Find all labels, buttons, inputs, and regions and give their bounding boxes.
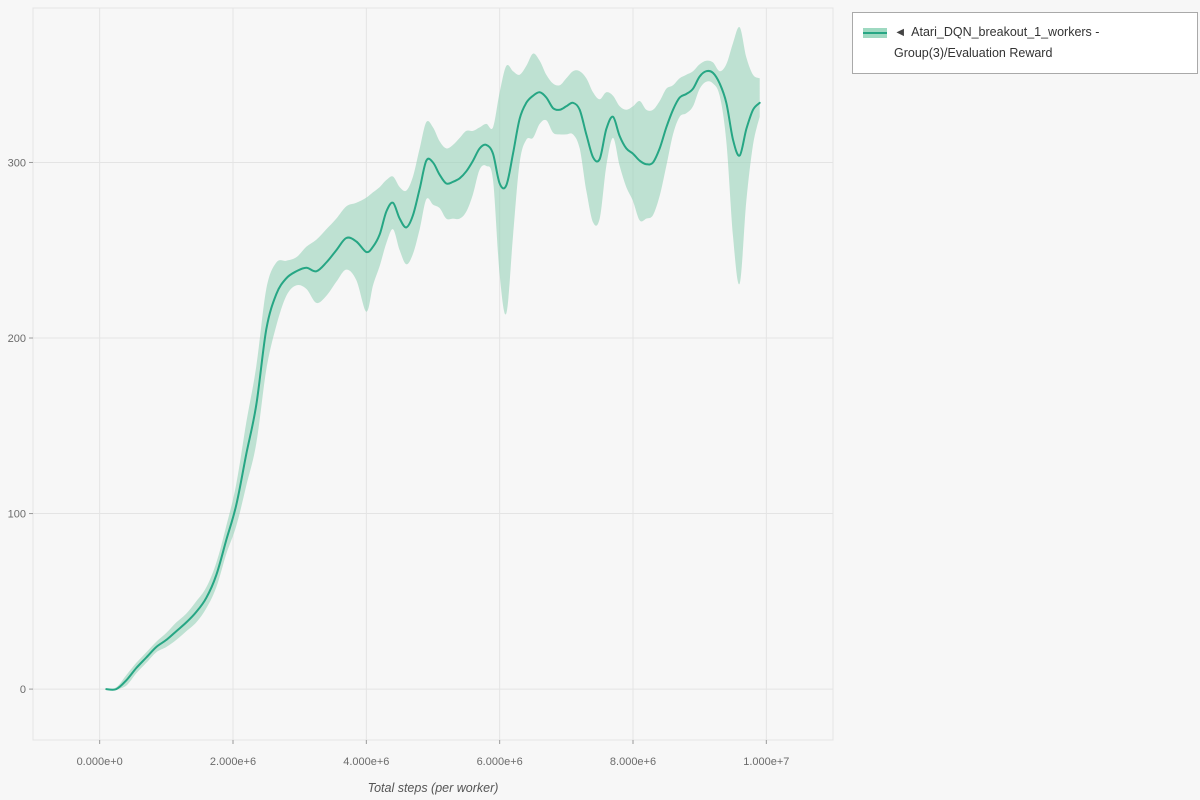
- y-tick-label: 100: [8, 509, 26, 521]
- legend-line-swatch: [863, 32, 887, 34]
- x-tick-label: 6.000e+6: [477, 756, 523, 768]
- legend-series-label: Atari_DQN_breakout_1_workers - Group(3)/…: [894, 25, 1100, 60]
- y-tick-label: 300: [8, 157, 26, 169]
- y-tick-label: 200: [8, 333, 26, 345]
- legend-box[interactable]: ◄ Atari_DQN_breakout_1_workers - Group(3…: [852, 12, 1198, 74]
- y-tick-label: 0: [20, 684, 26, 696]
- x-tick-label: 8.000e+6: [610, 756, 656, 768]
- plot-border: [32, 7, 834, 741]
- collapse-left-icon[interactable]: ◄: [894, 25, 907, 39]
- legend-entry: ◄ Atari_DQN_breakout_1_workers - Group(3…: [894, 22, 1187, 64]
- x-tick-label: 2.000e+6: [210, 756, 256, 768]
- x-tick-label: 1.000e+7: [743, 756, 789, 768]
- x-axis-label: Total steps (per worker): [367, 781, 499, 795]
- x-tick-label: 4.000e+6: [343, 756, 389, 768]
- confidence-band: [106, 27, 760, 690]
- x-tick-label: 0.000e+0: [77, 756, 123, 768]
- legend-line-sample: [863, 27, 887, 39]
- reward-mean-line: [105, 69, 761, 691]
